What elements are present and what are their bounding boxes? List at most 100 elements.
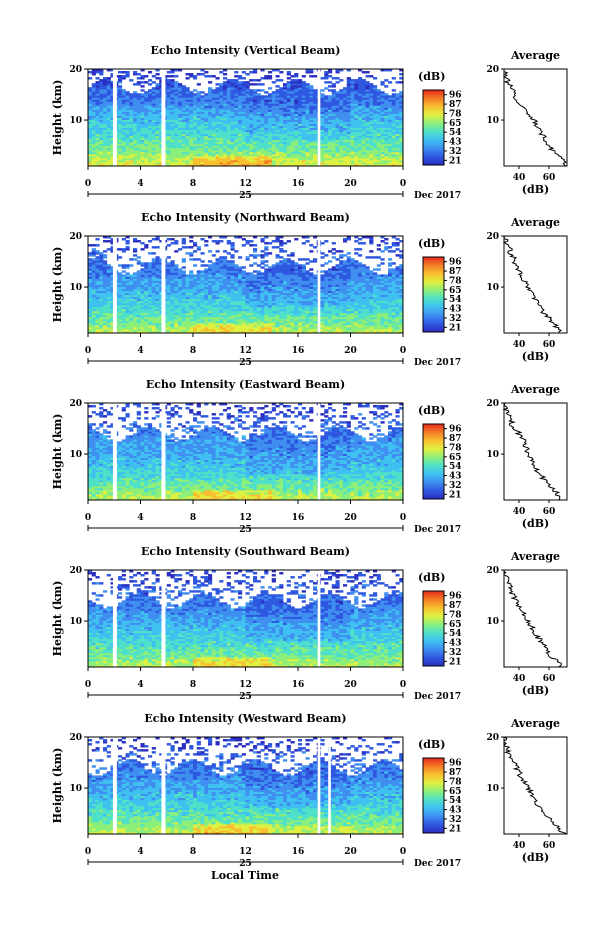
heatmap-cell [313, 75, 317, 77]
heatmap-cell [369, 83, 373, 85]
heatmap-cell [276, 89, 280, 91]
heatmap-cell [257, 79, 261, 81]
heatmap-cell [343, 87, 347, 89]
heatmap-cell [279, 71, 283, 73]
heatmap-cell [171, 79, 175, 81]
heatmap-cell [249, 89, 253, 91]
heatmap-cell [381, 81, 385, 83]
heatmap-cell [141, 75, 145, 77]
avg-y-tick-label: 20 [486, 65, 499, 75]
heatmap-cell [126, 91, 130, 93]
heatmap-cell [141, 85, 145, 87]
heatmap-cell [234, 71, 238, 73]
heatmap-cell [328, 75, 332, 77]
heatmap-cell [148, 83, 152, 85]
heatmap-cell [122, 89, 126, 91]
heatmap-cell [174, 81, 178, 83]
heatmap-cell [193, 89, 197, 91]
heatmap-cell [336, 91, 340, 93]
heatmap-cell [118, 75, 122, 77]
heatmap-cell [268, 93, 272, 95]
heatmap-cell [381, 91, 385, 93]
x-tick-label: 8 [190, 179, 196, 189]
heatmap-cell [197, 91, 201, 93]
heatmap-cell [276, 75, 280, 77]
heatmap-cell [276, 85, 280, 87]
heatmap-cell [223, 73, 227, 75]
y-axis-label: Height (km) [51, 80, 64, 156]
heatmap-cell [261, 77, 265, 79]
heatmap-cell [148, 79, 152, 81]
heatmap-cell [257, 83, 261, 85]
heatmap-cell [201, 91, 205, 93]
heatmap-cell [366, 71, 370, 73]
avg-x-tick-label: 40 [513, 173, 526, 183]
heatmap-cell [261, 89, 265, 91]
heatmap-cell [152, 75, 156, 77]
colorbar [423, 90, 444, 165]
heatmap-cell [219, 83, 223, 85]
heatmap-cell [354, 79, 358, 81]
heatmap-cell [373, 85, 377, 87]
heatmap-cell [253, 79, 257, 81]
heatmap-cell [193, 93, 197, 95]
heatmap-cell [186, 77, 190, 79]
heatmap-cell [88, 87, 92, 89]
heatmap-cell [204, 75, 208, 77]
heatmap-cell [276, 79, 280, 81]
heatmap-cell [216, 83, 220, 85]
heatmap-cell [264, 91, 268, 93]
heatmap-cell [152, 87, 156, 89]
x-tick-label: 4 [137, 179, 143, 189]
heatmap-cell [291, 75, 295, 77]
heatmap-cell [261, 95, 265, 97]
heatmap-cell [362, 71, 366, 73]
heatmap-cell [144, 91, 148, 93]
heatmap-cell [156, 73, 160, 75]
heatmap-cell [242, 81, 246, 83]
heatmap-cell [384, 85, 388, 87]
heatmap-cell [118, 71, 122, 73]
heatmap-cell [231, 79, 235, 81]
heatmap-cell [193, 75, 197, 77]
heatmap-cell [257, 93, 261, 95]
data-gap [318, 69, 321, 166]
heatmap-cell [144, 75, 148, 77]
heatmap-cell [388, 95, 392, 97]
x-tick-label: 20 [344, 179, 357, 189]
colorbar-unit: (dB) [418, 70, 445, 83]
heatmap-cell [328, 85, 332, 87]
heatmap-cell [103, 77, 107, 79]
heatmap-cell [384, 79, 388, 81]
heatmap-cell [223, 81, 227, 83]
heatmap-cell [156, 83, 160, 85]
heatmap-cell [189, 73, 193, 75]
heatmap-cell [212, 89, 216, 91]
heatmap-cell [167, 71, 171, 73]
heatmap-cell [324, 87, 328, 89]
heatmap-cell [249, 79, 253, 81]
heatmap-cell [264, 95, 268, 97]
heatmap-cell [268, 71, 272, 73]
heatmap-cell [137, 77, 141, 79]
heatmap-cell [133, 71, 137, 73]
heatmap-cell [302, 81, 306, 83]
heatmap-cell [182, 85, 186, 87]
heatmap-cell [249, 71, 253, 73]
avg-frame [504, 69, 567, 166]
heatmap-cell [99, 79, 103, 81]
heatmap-cell [223, 77, 227, 79]
heatmap-cell [246, 81, 250, 83]
heatmap-cell [366, 81, 370, 83]
heatmap-cell [324, 71, 328, 73]
heatmap-cell [291, 79, 295, 81]
heatmap-cell [253, 89, 257, 91]
heatmap [88, 236, 403, 333]
heatmap-cell [107, 77, 111, 79]
heatmap-cell [261, 83, 265, 85]
heatmap-cell [238, 75, 242, 77]
heatmap-cell [96, 77, 100, 79]
heatmap-cell [351, 79, 355, 81]
heatmap-cell [384, 93, 388, 95]
heatmap-cell [321, 93, 325, 95]
